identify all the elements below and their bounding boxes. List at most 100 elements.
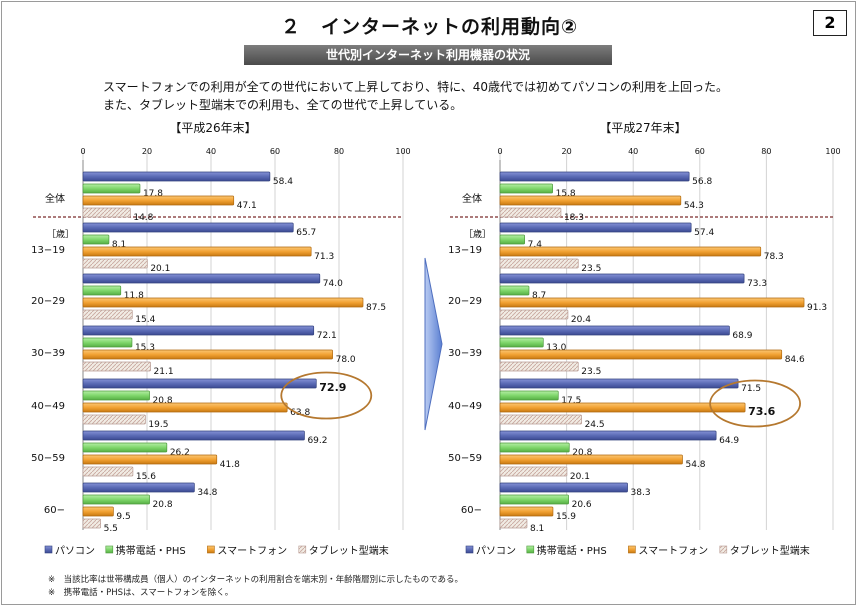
data-label: 54.8: [685, 460, 705, 470]
highlighted-data-label: 72.9: [319, 381, 346, 394]
data-label: 15.6: [136, 472, 156, 482]
chart-title: 【平成27年末】: [599, 121, 686, 135]
chart-1: 【平成26年末】 0 20 40 60 80 100 ［歳］ 全体 58.4 17.8 47.1 14.…: [31, 121, 410, 557]
x-tick-label: 40: [206, 147, 216, 156]
bar-tablet: [82, 414, 146, 425]
highlight-ellipse: [280, 371, 373, 420]
category-label: 30−39: [31, 348, 65, 359]
chart-title: 【平成26年末】: [169, 121, 256, 135]
data-label: 20.6: [572, 500, 592, 510]
x-tick-label: 80: [334, 147, 344, 156]
bar-smartphone: [499, 246, 762, 257]
x-tick-label: 20: [562, 147, 572, 156]
bar-mobile: [499, 285, 530, 296]
legend-item-tablet: タブレット型端末: [719, 544, 810, 557]
data-label: 63.8: [290, 408, 310, 418]
data-label: 7.4: [528, 240, 543, 250]
bar-smartphone: [499, 349, 783, 360]
data-label: 15.8: [556, 189, 576, 199]
bar-tablet: [82, 309, 133, 320]
data-label: 8.1: [112, 240, 126, 250]
legend-item-tablet: タブレット型端末: [298, 544, 389, 557]
data-label: 15.4: [135, 315, 155, 325]
x-tick-label: 60: [695, 147, 705, 156]
data-label: 57.4: [694, 228, 714, 238]
data-label: 87.5: [366, 303, 386, 313]
data-label: 20.8: [153, 396, 173, 406]
category-label: 50−59: [448, 453, 482, 464]
footnote-2: ※ 携帯電話・PHSは、スマートフォンを除く。: [48, 588, 234, 598]
data-label: 78.3: [764, 252, 784, 262]
legend-swatch: [719, 545, 728, 554]
data-label: 26.2: [170, 448, 190, 458]
data-label: 54.3: [684, 201, 704, 211]
data-label: 71.5: [741, 384, 761, 394]
x-tick-label: 100: [395, 147, 410, 156]
category-label: 50−59: [31, 453, 65, 464]
data-label: 84.6: [785, 355, 805, 365]
x-tick-label: 80: [761, 147, 771, 156]
data-label: 20.1: [150, 264, 170, 274]
bar-tablet: [499, 414, 582, 425]
legend-swatch: [105, 545, 114, 554]
legend-label: パソコン: [476, 545, 516, 557]
unit-label: ［歳］: [47, 228, 74, 240]
footnote-1: ※ 当該比率は世帯構成員（個人）のインターネットの利用割合を端末別・年齢階層別に…: [48, 575, 464, 585]
arrow-shape: [424, 257, 443, 431]
highlight-ellipse: [709, 379, 801, 428]
bar-tablet: [499, 309, 569, 320]
x-tick-label: 20: [142, 147, 152, 156]
data-label: 23.5: [581, 367, 601, 377]
bar-tablet: [82, 518, 101, 529]
legend-item-mobile: 携帯電話・PHS: [526, 544, 607, 557]
legend-item-pc: パソコン: [44, 545, 95, 557]
bar-mobile: [82, 442, 168, 453]
data-label: 9.5: [116, 512, 130, 522]
chart-2: 【平成27年末】 0 20 40 60 80 100 ［歳］ 全体 56.8 15.8 54.3 18.…: [448, 121, 840, 557]
bar-pc: [499, 378, 739, 389]
bar-smartphone: [82, 246, 312, 257]
bar-pc: [82, 325, 315, 336]
bar-tablet: [499, 518, 528, 529]
data-label: 24.5: [585, 420, 605, 430]
description-line-2: また、タブレット型端末での利用も、全ての世代で上昇している。: [103, 98, 463, 112]
x-tick-label: 100: [825, 147, 840, 156]
legend-swatch: [298, 545, 307, 554]
bar-smartphone: [499, 506, 554, 517]
legend-swatch: [207, 545, 215, 554]
bar-mobile: [82, 234, 110, 245]
category-label: 30−39: [448, 348, 482, 359]
data-label: 64.9: [719, 436, 739, 446]
data-label: 47.1: [237, 201, 257, 211]
x-tick-label: 60: [270, 147, 280, 156]
data-label: 5.5: [104, 524, 118, 534]
bar-pc: [82, 430, 305, 441]
data-label: 21.1: [154, 367, 174, 377]
data-label: 20.8: [153, 500, 173, 510]
x-tick-label: 0: [80, 147, 85, 156]
bar-smartphone: [499, 297, 805, 308]
bar-pc: [499, 171, 690, 182]
legend-label: タブレット型端末: [730, 544, 810, 557]
section-subtitle: 世代別インターネット利用機器の状況: [244, 45, 612, 65]
bar-smartphone: [499, 454, 683, 465]
bar-tablet: [82, 361, 151, 372]
bar-mobile: [499, 390, 559, 401]
bar-pc: [82, 482, 195, 493]
legend-label: スマートフォン: [638, 546, 708, 557]
bar-tablet: [499, 207, 562, 218]
category-label: 全体: [45, 192, 65, 205]
bar-tablet: [82, 207, 131, 218]
bar-pc: [499, 430, 717, 441]
data-label: 20.8: [572, 448, 592, 458]
bar-smartphone: [499, 402, 746, 413]
data-label: 74.0: [323, 279, 343, 289]
data-label: 65.7: [296, 228, 316, 238]
category-label: 20−29: [31, 296, 65, 307]
legend-item-mobile: 携帯電話・PHS: [105, 544, 186, 557]
category-label: 全体: [462, 192, 482, 205]
data-label: 73.3: [747, 279, 767, 289]
bar-smartphone: [82, 349, 333, 360]
